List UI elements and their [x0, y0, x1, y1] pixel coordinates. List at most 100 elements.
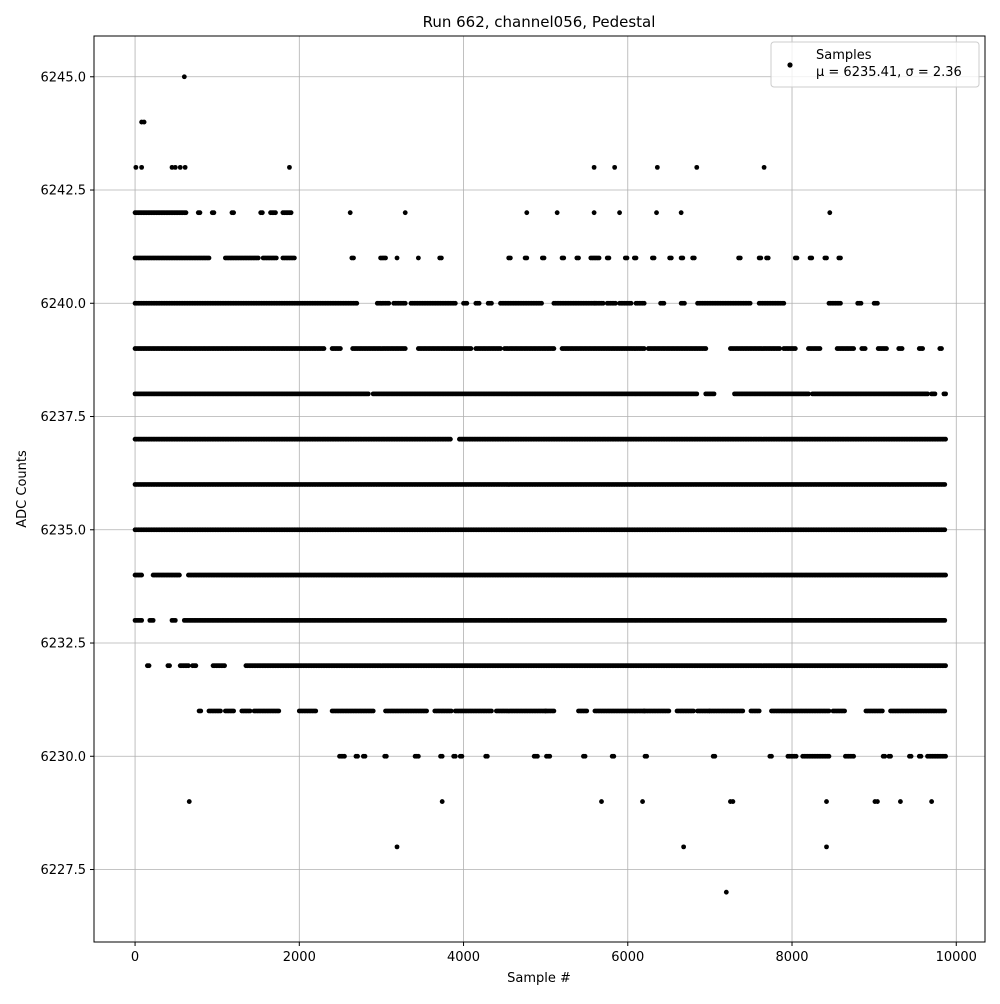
data-point [167, 663, 172, 669]
data-point [172, 164, 178, 170]
data-point [826, 708, 832, 714]
data-point [247, 708, 253, 714]
data-point [942, 482, 948, 487]
data-point [551, 346, 557, 351]
data-point [600, 300, 606, 306]
data-point [920, 346, 925, 351]
data-point [628, 300, 634, 306]
data-point [824, 799, 829, 804]
data-point [448, 708, 454, 714]
data-point [711, 391, 717, 397]
data-point [943, 572, 948, 578]
chart-title: Run 662, channel056, Pedestal [423, 13, 656, 31]
y-axis-label: ADC Counts [15, 450, 30, 528]
data-point [824, 255, 829, 261]
legend-stats: μ = 6235.41, σ = 2.36 [816, 65, 962, 80]
data-point [932, 391, 938, 397]
data-point [139, 164, 145, 170]
data-point [682, 300, 687, 306]
data-point [611, 753, 617, 759]
data-point [792, 346, 798, 351]
data-point [438, 255, 444, 261]
data-point [942, 708, 948, 714]
data-point [386, 300, 392, 306]
data-point [255, 255, 261, 261]
data-point [582, 753, 588, 759]
data-point [809, 255, 815, 261]
data-point [347, 210, 353, 216]
data-point [362, 753, 368, 759]
data-point [691, 255, 697, 261]
data-point [468, 346, 474, 351]
data-point [169, 164, 175, 170]
data-point [888, 753, 893, 759]
data-point [177, 164, 183, 170]
y-axis: 6227.56230.06232.56235.06237.56240.06242… [41, 70, 94, 878]
data-point [133, 164, 139, 170]
data-point [851, 753, 857, 759]
data-point [415, 255, 421, 261]
data-point [524, 210, 530, 216]
x-tick-label: 10000 [936, 950, 977, 965]
data-point [681, 844, 687, 850]
y-tick-label: 6235.0 [41, 523, 87, 538]
data-point [186, 799, 192, 804]
data-point [354, 300, 360, 306]
x-tick-label: 0 [131, 950, 139, 965]
data-points [132, 74, 948, 895]
data-point [943, 436, 948, 442]
data-point [464, 300, 470, 306]
data-point [612, 164, 618, 170]
data-point [181, 74, 187, 80]
data-point [633, 255, 639, 261]
data-point [402, 210, 408, 216]
data-point [737, 255, 743, 261]
data-point [654, 164, 660, 170]
data-point [929, 799, 935, 804]
x-tick-label: 6000 [611, 950, 644, 965]
data-point [661, 300, 667, 306]
data-point [824, 844, 829, 850]
data-point [908, 753, 914, 759]
y-tick-label: 6227.5 [41, 863, 87, 878]
x-axis: 0 2000 4000 6000 8000 10000 [131, 942, 977, 965]
data-point [838, 255, 843, 261]
data-point [761, 164, 767, 170]
data-point [551, 708, 557, 714]
data-point [576, 255, 581, 261]
data-point [172, 617, 178, 623]
data-point [899, 346, 905, 351]
data-point [383, 255, 388, 261]
data-point [355, 753, 360, 759]
data-point [439, 753, 445, 759]
data-point [862, 346, 868, 351]
data-point [231, 708, 237, 714]
data-point [183, 210, 189, 216]
data-point [211, 210, 217, 216]
data-point [402, 346, 408, 351]
data-point [640, 799, 645, 804]
data-point [747, 300, 753, 306]
data-point [694, 164, 700, 170]
data-point [402, 300, 408, 306]
data-point [644, 753, 650, 759]
data-point [943, 391, 948, 397]
data-point [842, 708, 847, 714]
x-tick-label: 4000 [447, 950, 480, 965]
y-tick-label: 6245.0 [41, 70, 87, 85]
data-point [691, 708, 696, 714]
data-point [313, 708, 319, 714]
data-point [337, 346, 343, 351]
data-point [723, 889, 729, 895]
data-point [476, 300, 482, 306]
y-tick-label: 6242.5 [41, 184, 87, 199]
data-point [182, 164, 188, 170]
x-axis-label: Sample # [507, 971, 571, 986]
data-point [826, 753, 832, 759]
data-point [288, 210, 294, 216]
data-point [666, 708, 672, 714]
y-tick-label: 6237.5 [41, 410, 87, 425]
x-tick-label: 8000 [775, 950, 808, 965]
data-point [838, 300, 843, 306]
